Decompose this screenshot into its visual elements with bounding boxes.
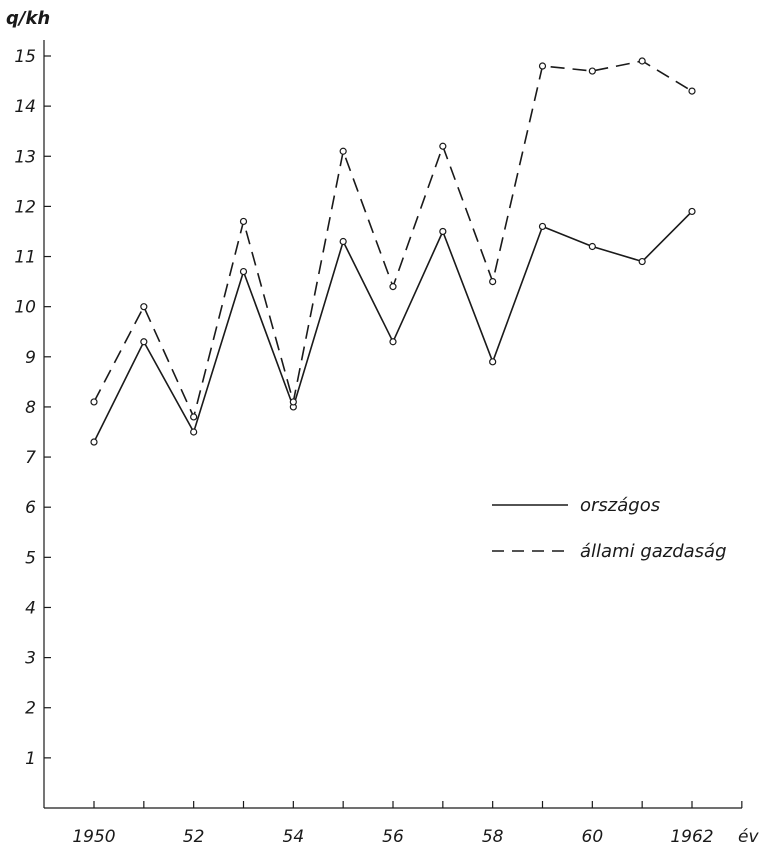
y-axis-label: q/kh	[6, 8, 50, 29]
x-axis-label: év	[738, 827, 759, 847]
series-1	[90, 207, 696, 446]
data-point	[439, 142, 447, 150]
data-point	[538, 222, 547, 231]
x-tick-label: 52	[183, 827, 205, 847]
x-tick-label: 56	[382, 827, 404, 847]
data-point	[688, 87, 696, 95]
series-layer	[90, 57, 696, 446]
y-tick-label: 14	[14, 97, 36, 117]
y-tick-label: 12	[14, 197, 36, 217]
data-point	[538, 62, 547, 70]
y-tick-label: 10	[14, 298, 36, 318]
y-tick-label: 6	[25, 498, 36, 518]
data-point	[389, 283, 397, 291]
data-point	[588, 242, 596, 251]
data-point	[289, 398, 297, 406]
x-tick-label: 58	[482, 827, 504, 847]
data-point	[140, 303, 148, 311]
y-tick-label: 15	[14, 47, 36, 67]
y-tick-label: 5	[25, 548, 36, 568]
data-point	[489, 358, 497, 366]
y-tick-label: 2	[25, 699, 36, 719]
data-point	[489, 278, 497, 286]
series-line	[93, 60, 693, 418]
data-point	[638, 57, 646, 65]
y-tick-label: 9	[25, 348, 36, 368]
legend-label: állami gazdaság	[580, 541, 727, 562]
data-point	[389, 338, 397, 346]
data-point	[190, 413, 198, 421]
y-tick-label: 7	[25, 448, 36, 468]
x-tick-label: 1950	[72, 827, 115, 847]
y-tick-label: 11	[14, 248, 36, 268]
data-point	[90, 438, 98, 446]
x-tick-label: 1962	[670, 827, 713, 847]
data-point	[339, 237, 347, 246]
y-tick-label: 8	[25, 398, 36, 418]
y-tick-label: 4	[25, 598, 36, 618]
data-point	[439, 227, 447, 236]
data-point	[239, 267, 248, 276]
series-line	[93, 210, 693, 443]
data-point	[588, 67, 596, 75]
data-point	[90, 398, 98, 406]
data-point	[239, 217, 248, 226]
data-point	[638, 257, 646, 266]
data-point	[688, 207, 696, 216]
data-point	[190, 428, 198, 436]
x-tick-label: 54	[283, 827, 305, 847]
series-2	[90, 57, 696, 421]
legend: országos állami gazdaság	[492, 495, 727, 562]
data-point	[140, 338, 148, 346]
y-tick-label: 1	[25, 749, 36, 769]
y-tick-label: 13	[14, 147, 36, 167]
x-tick-label: 60	[582, 827, 604, 847]
legend-label: országos	[580, 495, 660, 516]
data-point	[339, 147, 347, 155]
y-tick-label: 3	[25, 649, 36, 669]
